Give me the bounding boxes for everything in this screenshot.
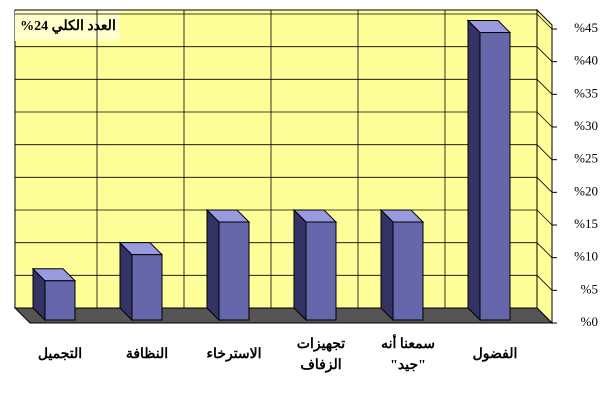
- y-tick-label: %35: [574, 85, 598, 100]
- grid-line: [536, 46, 553, 62]
- bar-front: [305, 221, 337, 321]
- bar-front: [218, 221, 250, 321]
- grid-line: [536, 209, 553, 226]
- y-tick-label: %10: [574, 249, 598, 264]
- x-tick-label: تجهيزات الزفاف: [296, 337, 346, 373]
- x-tick-label: التجميل: [37, 347, 83, 362]
- y-tick-label: %25: [574, 151, 598, 166]
- grid-line: [536, 177, 553, 193]
- bar: [466, 19, 512, 322]
- bar-front: [44, 280, 76, 321]
- y-tick-label: %0: [581, 314, 598, 329]
- x-tick-label: الفضول: [472, 347, 518, 362]
- grid-line: [536, 307, 553, 324]
- grid-line: [536, 111, 553, 128]
- grid-line: [536, 13, 553, 30]
- x-tick-label: سمعنا أنه "جيد": [381, 337, 435, 373]
- y-tick-label: %20: [574, 183, 598, 198]
- title-box: [15, 11, 120, 41]
- y-tick-label: %15: [574, 216, 598, 231]
- bar-front: [131, 254, 163, 321]
- grid-line: [536, 242, 553, 258]
- bar-side: [380, 208, 394, 322]
- bar-front: [479, 32, 511, 321]
- bar-side: [467, 19, 481, 322]
- y-tick-label: %5: [581, 281, 598, 296]
- bar: [118, 241, 164, 322]
- bar: [31, 267, 77, 322]
- y-tick-label: %40: [574, 53, 598, 68]
- y-tick-label: %30: [574, 118, 598, 133]
- bar-side: [293, 208, 307, 322]
- chart-title: العدد الكلي 24%: [20, 18, 116, 34]
- grid-line: [536, 275, 553, 291]
- bar-front: [392, 221, 424, 321]
- bar: [205, 208, 251, 322]
- grid-line: [536, 79, 553, 95]
- y-tick-label: %45: [574, 20, 598, 35]
- back-wall: [14, 9, 538, 309]
- bar: [379, 208, 425, 322]
- grid-line: [536, 144, 553, 160]
- bar: [292, 208, 338, 322]
- bar-side: [119, 241, 133, 322]
- bar-side: [206, 208, 220, 322]
- x-tick-label: النظافة: [125, 347, 169, 362]
- x-tick-label: الاسترخاء: [206, 347, 262, 362]
- side-wall: [536, 8, 553, 325]
